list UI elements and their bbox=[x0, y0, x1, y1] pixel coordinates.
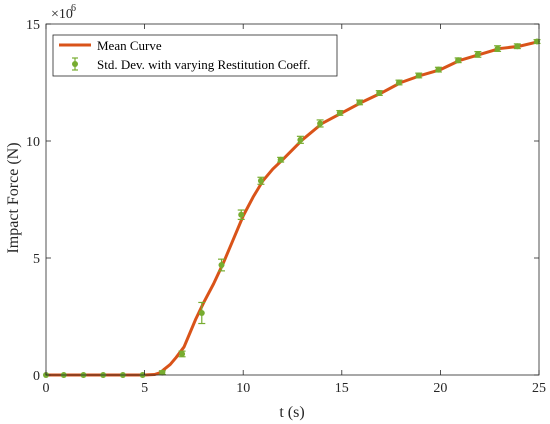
plot-frame bbox=[45, 23, 540, 376]
errorbar-point bbox=[434, 66, 442, 73]
errorbar-point bbox=[336, 109, 344, 116]
x-tick-label: 10 bbox=[236, 381, 250, 396]
axes-layer: 0 5 10 15 20 25 0 5 10 15 bbox=[26, 18, 546, 396]
errorbar-point bbox=[178, 350, 186, 358]
legend-marker-swatch bbox=[72, 61, 78, 67]
errorbar-point bbox=[158, 369, 166, 376]
y-tick-label: 15 bbox=[26, 18, 40, 33]
y-axis-label: Impact Force (N) bbox=[5, 142, 22, 253]
legend-box bbox=[52, 34, 338, 77]
x-axis-label: t (s) bbox=[279, 404, 304, 421]
errorbar-point bbox=[474, 51, 482, 58]
errorbar-marker bbox=[336, 109, 343, 116]
x-tick-label: 0 bbox=[43, 381, 50, 396]
errorbar-point bbox=[533, 38, 541, 45]
errorbar-marker bbox=[218, 262, 225, 269]
legend-label-std-dev: Std. Dev. with varying Restitution Coeff… bbox=[97, 57, 310, 72]
errorbar-marker bbox=[415, 72, 422, 79]
errorbar-marker bbox=[179, 350, 186, 357]
legend-label-mean-curve: Mean Curve bbox=[97, 38, 162, 53]
errorbar-marker bbox=[238, 211, 245, 218]
legend: Mean Curve Std. Dev. with varying Restit… bbox=[52, 34, 338, 77]
y-exponent-base: ×10 bbox=[51, 7, 73, 22]
errorbar-point bbox=[237, 209, 245, 220]
y-tick-label: 5 bbox=[33, 252, 40, 267]
errorbar-point bbox=[395, 79, 403, 86]
errorbar-marker bbox=[198, 309, 205, 316]
y-tick-label: 10 bbox=[26, 135, 40, 150]
errorbar-marker bbox=[534, 38, 541, 45]
x-tick-label: 25 bbox=[532, 381, 546, 396]
errorbar-marker bbox=[376, 90, 383, 97]
errorbar-marker bbox=[317, 120, 324, 127]
errorbar-marker bbox=[395, 79, 402, 86]
errorbar-point bbox=[257, 176, 265, 185]
errorbar-point bbox=[198, 301, 206, 325]
y-exponent-power: 6 bbox=[71, 3, 76, 14]
errorbar-point bbox=[296, 135, 304, 144]
errorbar-marker bbox=[257, 177, 264, 184]
errorbar-point bbox=[316, 119, 324, 128]
errorbar-marker bbox=[435, 66, 442, 73]
errorbar-point bbox=[454, 57, 462, 64]
x-tick-label: 15 bbox=[335, 381, 349, 396]
errorbar-point bbox=[356, 99, 364, 106]
errorbar-marker bbox=[356, 99, 363, 106]
x-tick-label: 20 bbox=[433, 381, 447, 396]
errorbar-point bbox=[218, 258, 226, 272]
errorbar-point bbox=[415, 72, 423, 79]
errorbar-marker bbox=[455, 57, 462, 64]
y-tick-label: 0 bbox=[33, 369, 40, 384]
errorbar-marker bbox=[474, 51, 481, 58]
errorbar-point bbox=[513, 43, 521, 50]
errorbar-marker bbox=[297, 136, 304, 143]
errorbar-marker bbox=[494, 45, 501, 52]
errorbar-point bbox=[277, 156, 285, 163]
errorbar-marker bbox=[277, 156, 284, 163]
errorbar-marker bbox=[514, 43, 521, 50]
errorbar-point bbox=[494, 45, 502, 52]
errorbar-point bbox=[375, 90, 383, 97]
errorbar-marker bbox=[159, 369, 166, 376]
x-tick-label: 5 bbox=[141, 381, 148, 396]
